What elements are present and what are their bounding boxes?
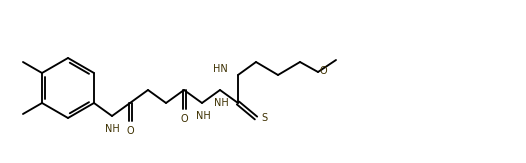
- Text: O: O: [126, 126, 134, 136]
- Text: NH: NH: [105, 124, 119, 134]
- Text: O: O: [320, 66, 328, 76]
- Text: HN: HN: [213, 64, 228, 74]
- Text: O: O: [180, 114, 188, 124]
- Text: NH: NH: [196, 111, 210, 121]
- Text: S: S: [261, 113, 267, 123]
- Text: NH: NH: [214, 98, 228, 108]
